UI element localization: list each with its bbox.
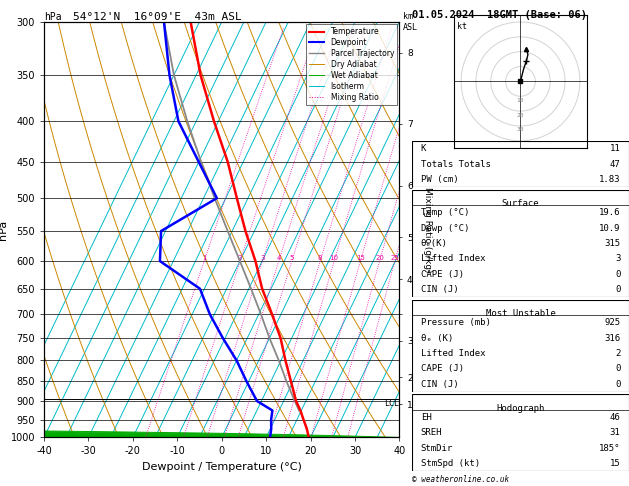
Text: K: K — [421, 144, 426, 153]
Text: 10: 10 — [517, 98, 524, 103]
Text: Pressure (mb): Pressure (mb) — [421, 318, 491, 327]
Text: CAPE (J): CAPE (J) — [421, 270, 464, 278]
Text: 30: 30 — [517, 127, 524, 133]
Text: 20: 20 — [517, 113, 524, 118]
Text: 19.6: 19.6 — [599, 208, 620, 217]
Text: 0: 0 — [615, 270, 620, 278]
Text: 31: 31 — [610, 429, 620, 437]
Text: hPa: hPa — [44, 12, 62, 22]
Y-axis label: hPa: hPa — [0, 220, 8, 240]
Text: 10: 10 — [330, 255, 338, 261]
Text: PW (cm): PW (cm) — [421, 175, 459, 184]
Text: 0: 0 — [615, 380, 620, 389]
Text: 25: 25 — [391, 255, 399, 261]
Text: StmDir: StmDir — [421, 444, 453, 453]
Text: SREH: SREH — [421, 429, 442, 437]
Text: 1: 1 — [202, 255, 206, 261]
Text: Most Unstable: Most Unstable — [486, 309, 555, 318]
Text: 47: 47 — [610, 159, 620, 169]
Legend: Temperature, Dewpoint, Parcel Trajectory, Dry Adiabat, Wet Adiabat, Isotherm, Mi: Temperature, Dewpoint, Parcel Trajectory… — [306, 24, 397, 104]
Text: 925: 925 — [604, 318, 620, 327]
Text: LCL: LCL — [384, 399, 399, 408]
Text: 46: 46 — [610, 413, 620, 422]
Y-axis label: Mixing Ratio (g/kg): Mixing Ratio (g/kg) — [423, 187, 432, 273]
Text: Dewp (°C): Dewp (°C) — [421, 224, 469, 232]
Text: 2: 2 — [238, 255, 242, 261]
Text: km
ASL: km ASL — [403, 12, 418, 32]
Text: 5: 5 — [289, 255, 294, 261]
Text: Temp (°C): Temp (°C) — [421, 208, 469, 217]
Text: 20: 20 — [375, 255, 384, 261]
Text: StmSpd (kt): StmSpd (kt) — [421, 459, 480, 468]
Text: 3: 3 — [615, 254, 620, 263]
Text: © weatheronline.co.uk: © weatheronline.co.uk — [412, 474, 509, 484]
Text: Surface: Surface — [502, 199, 539, 208]
Text: Lifted Index: Lifted Index — [421, 349, 485, 358]
Text: 11: 11 — [610, 144, 620, 153]
Text: 4: 4 — [277, 255, 281, 261]
Text: 15: 15 — [356, 255, 365, 261]
Text: 0: 0 — [615, 364, 620, 373]
Text: kt: kt — [457, 22, 467, 31]
Text: 315: 315 — [604, 239, 620, 248]
Text: 185°: 185° — [599, 444, 620, 453]
Text: 15: 15 — [610, 459, 620, 468]
Text: 10.9: 10.9 — [599, 224, 620, 232]
Text: EH: EH — [421, 413, 431, 422]
Text: CIN (J): CIN (J) — [421, 380, 459, 389]
Text: Totals Totals: Totals Totals — [421, 159, 491, 169]
Text: CIN (J): CIN (J) — [421, 285, 459, 294]
Text: Lifted Index: Lifted Index — [421, 254, 485, 263]
Text: 3: 3 — [260, 255, 265, 261]
Text: 01.05.2024  18GMT (Base: 06): 01.05.2024 18GMT (Base: 06) — [412, 10, 587, 20]
Text: CAPE (J): CAPE (J) — [421, 364, 464, 373]
Text: θₑ (K): θₑ (K) — [421, 334, 453, 343]
Text: 8: 8 — [318, 255, 323, 261]
Text: 316: 316 — [604, 334, 620, 343]
Text: 1.83: 1.83 — [599, 175, 620, 184]
X-axis label: Dewpoint / Temperature (°C): Dewpoint / Temperature (°C) — [142, 462, 302, 472]
Text: 2: 2 — [615, 349, 620, 358]
Text: 0: 0 — [615, 285, 620, 294]
Text: θₑ(K): θₑ(K) — [421, 239, 448, 248]
Text: 54°12'N  16°09'E  43m ASL: 54°12'N 16°09'E 43m ASL — [73, 12, 242, 22]
Text: Hodograph: Hodograph — [496, 404, 545, 413]
